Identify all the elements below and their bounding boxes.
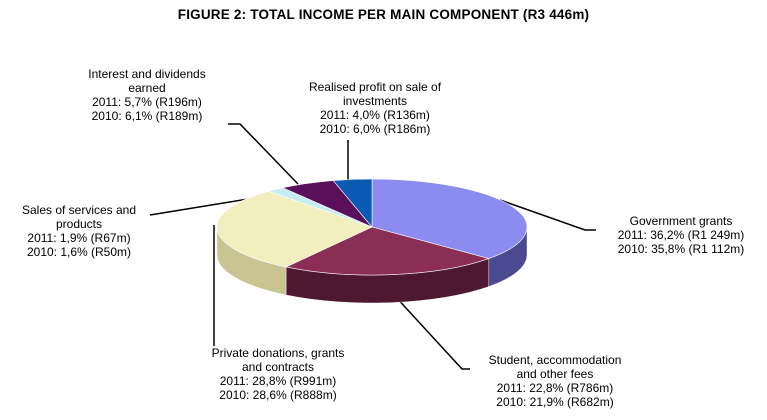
label-sales-name-1: Sales of services and	[21, 203, 137, 217]
label-profit-2011: 2011: 4,0% (R136m)	[320, 108, 430, 122]
label-private-name-1: Private donations, grants	[211, 346, 345, 360]
chart-title: FIGURE 2: TOTAL INCOME PER MAIN COMPONEN…	[177, 7, 590, 22]
pie-slice-private	[216, 191, 373, 268]
label-private-2011: 2011: 28,8% (R991m)	[219, 374, 337, 388]
label-government-2010: 2010: 35,8% (R1 112m)	[617, 242, 745, 256]
label-interest-name-1: Interest and dividends	[88, 67, 206, 81]
label-private-2010: 2010: 28,6% (R888m)	[219, 388, 337, 402]
label-profit: Realised profit on sale of investments 2…	[280, 80, 470, 136]
label-profit-name-1: Realised profit on sale of	[308, 80, 442, 94]
label-profit-name-2: investments	[342, 94, 408, 108]
label-interest-name-2: earned	[128, 81, 166, 95]
pie-slice-profit	[332, 178, 373, 228]
leader-line-government	[499, 199, 596, 231]
pie-body	[216, 178, 528, 304]
label-government: Government grants 2011: 36,2% (R1 249m) …	[595, 214, 767, 256]
pie-slice-student	[285, 226, 490, 276]
label-profit-2010: 2010: 6,0% (R186m)	[319, 122, 431, 136]
pie-slice-government	[371, 178, 528, 259]
label-interest-2011: 2011: 5,7% (R196m)	[92, 95, 202, 109]
label-interest: Interest and dividends earned 2011: 5,7%…	[62, 67, 232, 123]
label-sales: Sales of services and products 2011: 1,9…	[4, 203, 154, 259]
label-government-name-1: Government grants	[629, 214, 733, 228]
leader-line-interest	[228, 123, 299, 185]
label-student-name-2: and other fees	[516, 367, 594, 381]
label-sales-name-2: products	[55, 217, 103, 231]
label-interest-2010: 2010: 6,1% (R189m)	[91, 109, 203, 123]
label-private: Private donations, grants and contracts …	[188, 346, 368, 402]
label-student-2011: 2011: 22,8% (R786m)	[496, 381, 614, 395]
label-student-2010: 2010: 21,9% (R682m)	[496, 395, 614, 409]
label-private-name-2: and contracts	[241, 360, 315, 374]
leader-line-student	[382, 282, 470, 370]
label-sales-2011: 2011: 1,9% (R67m)	[27, 231, 131, 245]
label-student: Student, accommodation and other fees 20…	[470, 353, 640, 409]
label-student-name-1: Student, accommodation	[488, 353, 622, 367]
label-government-2011: 2011: 36,2% (R1 249m)	[617, 228, 745, 242]
label-sales-2010: 2010: 1,6% (R50m)	[26, 245, 132, 259]
